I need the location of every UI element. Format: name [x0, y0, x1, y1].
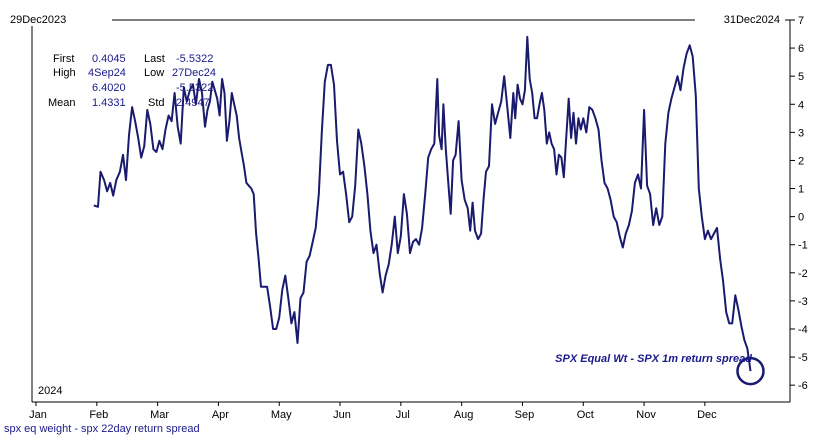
y-tick-label: -4 — [798, 324, 808, 336]
stat-first-value: 0.4045 — [92, 53, 126, 65]
stat-last-label: Last — [144, 53, 165, 65]
x-tick-label: Jun — [333, 409, 351, 421]
start-date-label: 29Dec2023 — [10, 14, 66, 26]
y-tick-label: -6 — [798, 380, 808, 392]
y-tick-label: 1 — [798, 184, 804, 196]
x-tick-label: Jul — [396, 409, 410, 421]
stat-high-label: High — [53, 67, 76, 79]
x-tick-label: Oct — [577, 409, 594, 421]
y-tick-label: -3 — [798, 296, 808, 308]
y-tick-label: -5 — [798, 352, 808, 364]
y-tick-label: 3 — [798, 127, 804, 139]
stat-high-date: 4Sep24 — [88, 67, 126, 79]
stat-std-value: 2.4947 — [176, 97, 210, 109]
y-tick-label: 4 — [798, 99, 804, 111]
x-tick-label: Nov — [636, 409, 656, 421]
y-tick-label: 7 — [798, 15, 804, 27]
x-tick-label: Sep — [515, 409, 535, 421]
stat-low-label: Low — [144, 67, 164, 79]
stat-first-label: First — [53, 53, 74, 65]
stat-low-date: 27Dec24 — [172, 67, 216, 79]
x-tick-label: Dec — [697, 409, 717, 421]
y-tick-label: 2 — [798, 155, 804, 167]
x-tick-label: Apr — [212, 409, 229, 421]
stat-mean-label: Mean — [48, 97, 76, 109]
stat-last-value: -5.5322 — [176, 53, 213, 65]
footer-series-label: spx eq weight - spx 22day return spread — [4, 423, 200, 435]
last-value-circle — [736, 356, 765, 386]
y-tick-label: 6 — [798, 43, 804, 55]
x-tick-label: Jan — [29, 409, 47, 421]
y-tick-label: 5 — [798, 71, 804, 83]
x-tick-label: Mar — [150, 409, 169, 421]
y-tick-label: 0 — [798, 212, 804, 224]
y-axis-ticks: 7 6 5 4 3 2 1 0 -1 -2 -3 -4 -5 -6 — [790, 15, 808, 392]
end-date-label: 31Dec2024 — [724, 14, 780, 26]
year-label: 2024 — [38, 385, 62, 397]
x-tick-label: Feb — [89, 409, 108, 421]
stats-block: First 0.4045 Last -5.5322 High 4Sep24 Lo… — [48, 53, 216, 109]
x-axis-ticks: Jan Feb Mar Apr May Jun Jul Aug Sep Oct Nov Dec — [29, 402, 717, 421]
series-line — [93, 35, 752, 372]
stat-std-label: Std — [148, 97, 165, 109]
y-tick-label: -2 — [798, 268, 808, 280]
x-tick-label: Aug — [454, 409, 474, 421]
y-tick-label: -1 — [798, 240, 808, 252]
x-tick-label: May — [271, 409, 292, 421]
stat-high-value: 6.4020 — [92, 82, 126, 94]
series-annotation: SPX Equal Wt - SPX 1m return spread — [555, 353, 752, 365]
stat-mean-value: 1.4331 — [92, 97, 126, 109]
